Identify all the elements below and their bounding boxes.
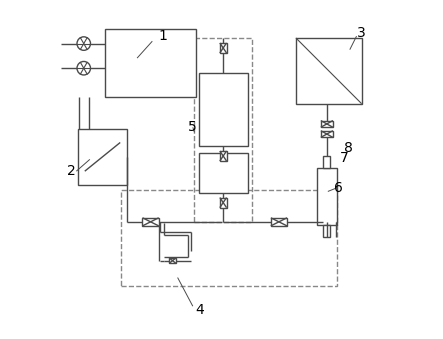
Bar	[169, 258, 176, 263]
Bar	[78, 129, 127, 185]
Bar	[323, 225, 330, 237]
Bar	[220, 198, 226, 208]
Text: 1: 1	[158, 29, 167, 43]
Text: 4: 4	[195, 303, 204, 317]
Bar	[317, 168, 337, 225]
Bar	[271, 218, 287, 226]
Bar	[143, 218, 159, 226]
Text: 6: 6	[334, 181, 342, 195]
Text: 2: 2	[67, 164, 76, 178]
Bar	[220, 43, 226, 53]
Text: 8: 8	[344, 141, 353, 155]
Bar	[199, 73, 248, 146]
Bar	[321, 131, 333, 137]
Bar	[321, 121, 333, 127]
Text: 3: 3	[357, 26, 366, 40]
Circle shape	[77, 37, 90, 50]
Bar	[105, 29, 196, 97]
Text: 5: 5	[188, 120, 197, 134]
Bar	[121, 190, 337, 286]
Bar	[323, 156, 330, 168]
Bar	[296, 38, 361, 104]
Text: 7: 7	[340, 151, 349, 165]
Bar	[194, 38, 252, 222]
Bar	[220, 151, 226, 161]
Circle shape	[77, 61, 90, 75]
Bar	[199, 153, 248, 193]
